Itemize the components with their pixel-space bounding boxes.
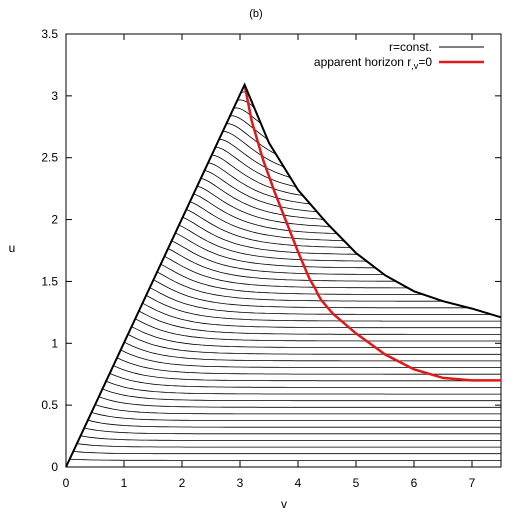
r-const-curve (226, 123, 502, 318)
y-tick-label: 1.5 (41, 274, 58, 288)
r-const-curve (116, 357, 501, 375)
x-tick-label: 1 (121, 476, 128, 490)
r-const-curve (87, 419, 501, 428)
r-const-curve (80, 435, 501, 441)
r-const-curve (73, 451, 501, 455)
r-const-curve (222, 131, 502, 318)
r-const-curve (175, 232, 502, 318)
y-axis-ticks: 0 0.5 1 1.5 2 2.5 3 3.5 (41, 27, 501, 474)
r-const-curve (211, 154, 502, 318)
r-const-curve (76, 443, 501, 448)
x-tick-label: 4 (295, 476, 302, 490)
r-const-curve (105, 380, 501, 395)
r-const-curve (120, 349, 501, 368)
x-axis-ticks: 0 1 2 3 4 5 6 7 (63, 34, 476, 490)
x-tick-label: 3 (237, 476, 244, 490)
y-tick-label: 2.5 (41, 151, 58, 165)
apparent-horizon-line (243, 84, 501, 382)
x-tick-label: 7 (469, 476, 476, 490)
r-const-curve (142, 302, 501, 329)
r-const-curve (109, 373, 501, 388)
r-const-curve (138, 310, 501, 335)
x-tick-label: 5 (353, 476, 360, 490)
y-axis-label: u (9, 241, 16, 255)
r-const-curve (102, 388, 501, 402)
boundary-line (65, 82, 502, 468)
legend: r=const. apparent horizon r,v=0 (314, 40, 484, 71)
r-const-curve (95, 404, 501, 415)
r-const-curve (167, 248, 502, 318)
legend-entry-horizon: apparent horizon r,v=0 (314, 55, 432, 71)
y-tick-label: 3 (51, 89, 58, 103)
r-const-curve (171, 240, 502, 318)
legend-entry-r-const: r=const. (389, 40, 432, 54)
r-const-curves (69, 91, 502, 461)
r-const-curve (98, 396, 501, 408)
r-const-curve (204, 170, 502, 318)
r-const-curve (153, 279, 502, 318)
y-tick-label: 1 (51, 336, 58, 350)
r-const-curve (91, 412, 501, 422)
chart-title: (b) (249, 8, 262, 20)
r-const-curve (113, 365, 501, 382)
r-const-curve (189, 201, 502, 318)
y-tick-label: 2 (51, 213, 58, 227)
r-const-curve (84, 427, 501, 435)
r-const-curve (215, 146, 502, 318)
x-tick-label: 6 (411, 476, 418, 490)
y-tick-label: 0 (51, 460, 58, 474)
r-const-curve (219, 138, 502, 318)
r-const-curve (237, 99, 502, 318)
y-tick-label: 3.5 (41, 27, 58, 41)
x-axis-label: v (281, 497, 287, 511)
r-const-curve (193, 193, 502, 318)
r-const-curve (197, 185, 502, 318)
r-const-curve (69, 458, 501, 461)
r-const-curve (146, 295, 501, 322)
r-const-curve (131, 326, 501, 349)
plot-frame (65, 33, 502, 468)
r-const-curve (127, 334, 501, 355)
x-tick-label: 2 (179, 476, 186, 490)
y-tick-label: 0.5 (41, 398, 58, 412)
r-const-curve (149, 287, 502, 318)
r-const-curve (135, 318, 501, 342)
x-tick-label: 0 (63, 476, 70, 490)
r-const-curve (124, 341, 501, 362)
